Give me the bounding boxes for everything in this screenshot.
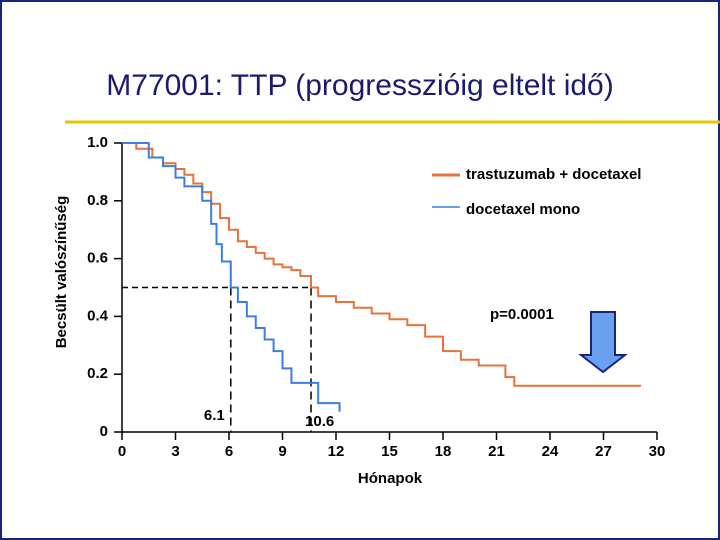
x-axis-label: Hónapok	[358, 470, 423, 487]
y-tick-label: 0.4	[87, 307, 109, 324]
x-tick-label: 12	[328, 443, 345, 460]
annotation: p=0.0001	[490, 306, 554, 323]
x-tick-label: 21	[488, 443, 505, 460]
y-tick-label: 0	[100, 423, 108, 440]
y-tick-label: 1.0	[87, 134, 108, 151]
x-tick-label: 24	[542, 443, 559, 460]
km-curve	[122, 142, 641, 387]
chart-title: M77001: TTP (progresszióig eltelt idő)	[106, 69, 613, 102]
legend-label: docetaxel mono	[466, 201, 580, 218]
x-tick-label: 15	[381, 443, 398, 460]
x-tick-label: 9	[278, 443, 286, 460]
km-curve	[122, 142, 341, 412]
median-label: 6.1	[204, 407, 225, 424]
x-tick-label: 6	[225, 443, 233, 460]
x-tick-label: 3	[171, 443, 179, 460]
x-tick-label: 30	[649, 443, 666, 460]
y-tick-label: 0.8	[87, 192, 108, 209]
x-tick-label: 27	[595, 443, 612, 460]
legend-label: trastuzumab + docetaxel	[466, 166, 641, 183]
y-tick-label: 0.2	[87, 365, 108, 382]
y-axis-label: Becsült valószínűség	[53, 196, 70, 349]
arrow	[578, 311, 628, 374]
median-label: 10.6	[305, 413, 334, 430]
x-tick-label: 18	[435, 443, 452, 460]
x-tick-label: 0	[118, 443, 126, 460]
y-tick-label: 0.6	[87, 250, 108, 267]
